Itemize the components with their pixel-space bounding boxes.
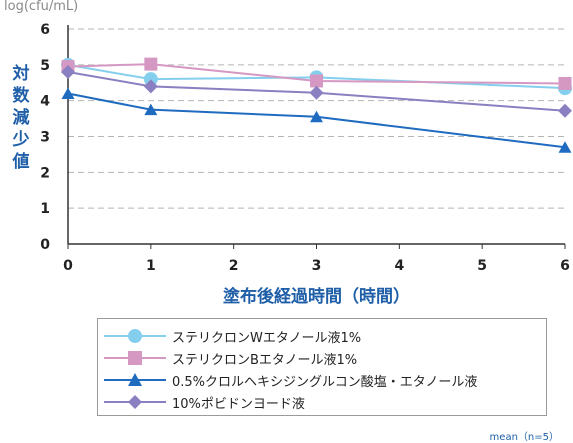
y-axis-title-char: 少	[12, 130, 30, 150]
x-tick-label: 0	[63, 258, 73, 274]
legend-item: 0.5%クロルヘキシジングルコン酸塩・エタノール液	[98, 370, 544, 390]
y-axis-title-char: 対	[12, 64, 30, 84]
y-tick-label: 5	[40, 58, 50, 74]
y-axis-title: 対 数 減 少 値	[10, 63, 32, 173]
legend-label: 0.5%クロルヘキシジングルコン酸塩・エタノール液	[172, 375, 478, 390]
data-point-diamond	[558, 103, 572, 118]
data-point-diamond	[143, 79, 158, 94]
data-point-diamond	[309, 85, 324, 100]
legend-item: 10%ポビドンヨード液	[98, 392, 544, 412]
data-point-triangle	[144, 103, 158, 116]
data-point-diamond	[61, 65, 75, 79]
x-tick-label: 4	[394, 258, 404, 274]
legend-label: ステリクロンBエタノール液1%	[172, 353, 358, 368]
data-point-square	[558, 76, 572, 90]
x-tick-label: 1	[146, 258, 156, 274]
legend-marker-diamond-icon	[104, 395, 166, 409]
data-point-circle	[143, 72, 158, 87]
y-tick-label: 2	[40, 165, 50, 181]
chart-legend: ステリクロンWエタノール液1% ステリクロンBエタノール液1% 0.5%クロルヘ…	[97, 318, 547, 416]
y-axis-title-char: 値	[12, 152, 30, 172]
series-line	[67, 92, 566, 149]
legend-item: ステリクロンWエタノール液1%	[98, 326, 544, 346]
y-axis-title-char: 数	[12, 86, 30, 106]
y-axis-title-char: 減	[12, 108, 30, 128]
y-tick-label: 4	[40, 94, 50, 110]
sample-note: mean（n=5）	[489, 432, 559, 443]
series-line	[67, 63, 566, 85]
y-tick-label: 3	[40, 130, 50, 146]
data-point-square	[310, 74, 323, 88]
legend-label: 10%ポビドンヨード液	[172, 397, 305, 412]
line-chart: 0 1 2 3 4 5 6 0 1 2 3 4 5 6	[40, 22, 572, 274]
x-axis-title: 塗布後経過時間（時間）	[223, 287, 410, 307]
x-tick-label: 6	[560, 258, 570, 274]
data-point-square	[144, 57, 158, 71]
y-tick-label: 1	[40, 201, 50, 217]
y-unit-label: log(cfu/mL)	[4, 0, 79, 14]
series-line	[67, 71, 566, 112]
x-tick-label: 3	[312, 258, 322, 274]
legend-marker-square-icon	[104, 351, 166, 365]
legend-marker-triangle-icon	[104, 373, 166, 386]
legend-label: ステリクロンWエタノール液1%	[172, 331, 362, 346]
x-tick-label: 2	[229, 258, 239, 274]
y-tick-label: 6	[40, 22, 50, 38]
legend-marker-circle-icon	[104, 329, 166, 343]
x-tick-label: 5	[477, 258, 487, 274]
data-point-triangle	[61, 87, 75, 99]
data-point-triangle	[310, 110, 323, 123]
y-tick-label: 0	[40, 237, 50, 253]
data-point-triangle	[558, 141, 572, 153]
legend-item: ステリクロンBエタノール液1%	[98, 348, 544, 368]
